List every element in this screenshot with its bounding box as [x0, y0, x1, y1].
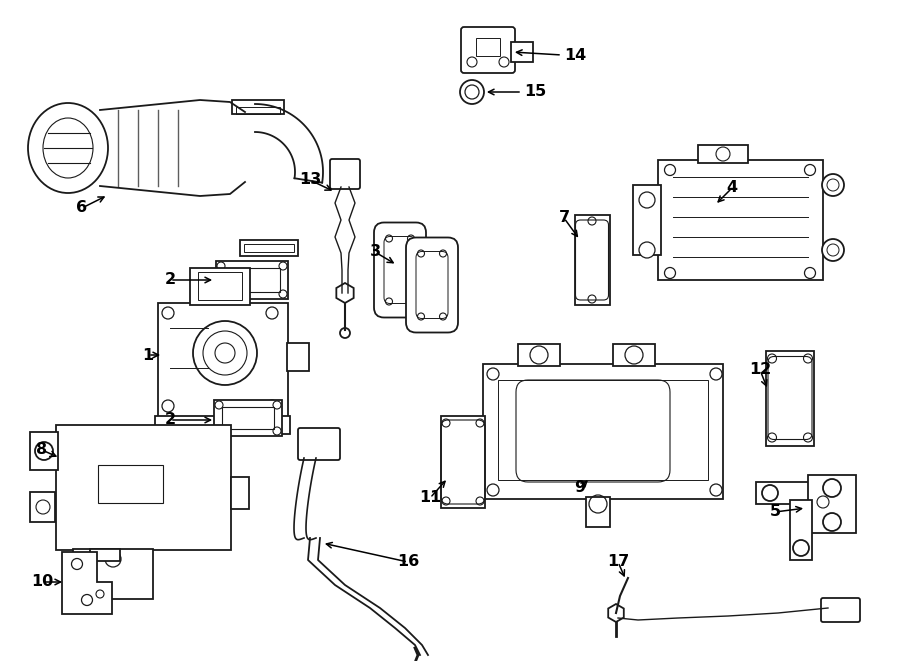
- Circle shape: [823, 513, 841, 531]
- Bar: [586, 497, 610, 527]
- Bar: [441, 416, 485, 508]
- Bar: [236, 107, 280, 114]
- Polygon shape: [337, 283, 354, 303]
- Text: 8: 8: [36, 442, 48, 457]
- Text: 3: 3: [369, 245, 381, 260]
- Text: 14: 14: [564, 48, 586, 63]
- Polygon shape: [608, 604, 624, 622]
- Bar: [808, 475, 856, 533]
- Text: 12: 12: [749, 362, 771, 377]
- Bar: [287, 343, 309, 371]
- Bar: [613, 344, 655, 366]
- Bar: [30, 492, 55, 522]
- Bar: [790, 500, 812, 560]
- Circle shape: [639, 242, 655, 258]
- Circle shape: [823, 479, 841, 497]
- Text: 15: 15: [524, 85, 546, 100]
- Bar: [98, 465, 163, 503]
- Circle shape: [639, 192, 655, 208]
- Bar: [511, 42, 533, 62]
- Circle shape: [35, 442, 53, 460]
- FancyBboxPatch shape: [374, 223, 426, 317]
- Bar: [476, 38, 500, 56]
- Text: 17: 17: [607, 555, 629, 570]
- Bar: [214, 400, 282, 436]
- FancyBboxPatch shape: [298, 428, 340, 460]
- FancyBboxPatch shape: [330, 159, 360, 189]
- Bar: [574, 215, 609, 305]
- Bar: [216, 261, 288, 299]
- Circle shape: [340, 328, 350, 338]
- Bar: [498, 380, 708, 480]
- Text: 10: 10: [31, 574, 53, 590]
- Text: 6: 6: [76, 200, 87, 215]
- FancyBboxPatch shape: [406, 237, 458, 332]
- Circle shape: [822, 239, 844, 261]
- Bar: [483, 364, 723, 499]
- Text: 2: 2: [165, 412, 176, 428]
- Circle shape: [193, 321, 257, 385]
- Bar: [658, 160, 823, 280]
- Bar: [244, 244, 294, 252]
- Text: 16: 16: [397, 555, 419, 570]
- Text: 5: 5: [770, 504, 780, 520]
- Bar: [190, 268, 250, 305]
- Bar: [224, 268, 280, 292]
- Circle shape: [762, 485, 778, 501]
- Text: 9: 9: [574, 481, 586, 496]
- Bar: [222, 407, 274, 429]
- Bar: [90, 549, 120, 561]
- Text: 7: 7: [558, 210, 570, 225]
- Bar: [232, 100, 284, 114]
- Bar: [56, 425, 231, 550]
- Circle shape: [793, 540, 809, 556]
- Bar: [158, 303, 288, 418]
- Bar: [30, 432, 58, 470]
- Text: 13: 13: [299, 173, 321, 188]
- Text: 11: 11: [418, 490, 441, 506]
- Ellipse shape: [28, 103, 108, 193]
- Bar: [231, 477, 249, 509]
- Text: 1: 1: [142, 348, 154, 362]
- Bar: [756, 482, 811, 504]
- Circle shape: [460, 80, 484, 104]
- Text: 4: 4: [726, 180, 738, 196]
- Bar: [698, 145, 748, 163]
- Bar: [73, 549, 153, 599]
- FancyBboxPatch shape: [821, 598, 860, 622]
- Bar: [198, 272, 242, 300]
- Bar: [155, 416, 290, 434]
- Bar: [766, 350, 814, 446]
- Circle shape: [822, 174, 844, 196]
- FancyBboxPatch shape: [461, 27, 515, 73]
- Bar: [240, 240, 298, 256]
- Polygon shape: [62, 552, 112, 614]
- Text: 2: 2: [165, 272, 176, 288]
- Bar: [633, 185, 661, 255]
- Bar: [518, 344, 560, 366]
